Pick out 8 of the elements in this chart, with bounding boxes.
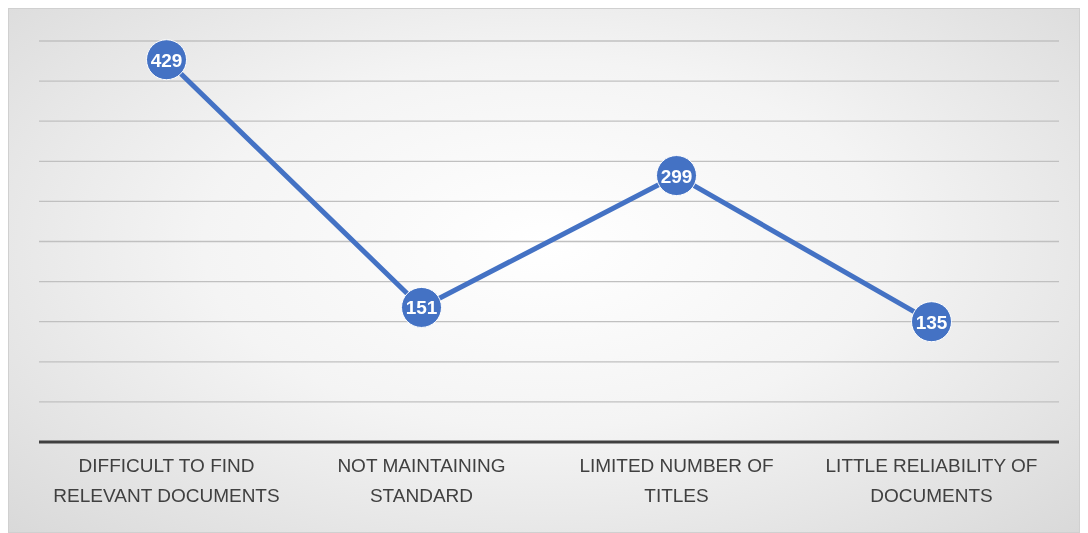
data-label: 429 bbox=[150, 49, 183, 71]
data-label: 151 bbox=[405, 297, 438, 319]
x-tick-label: LITTLE RELIABILITY OF DOCUMENTS bbox=[825, 455, 1038, 506]
data-label: 135 bbox=[915, 311, 948, 333]
x-tick-label: LIMITED NUMBER OF TITLES bbox=[579, 455, 774, 506]
x-tick-label: DIFFICULT TO FIND RELEVANT DOCUMENTS bbox=[53, 455, 280, 506]
data-label: 299 bbox=[660, 165, 693, 187]
x-tick-label: NOT MAINTAINING STANDARD bbox=[337, 455, 506, 506]
